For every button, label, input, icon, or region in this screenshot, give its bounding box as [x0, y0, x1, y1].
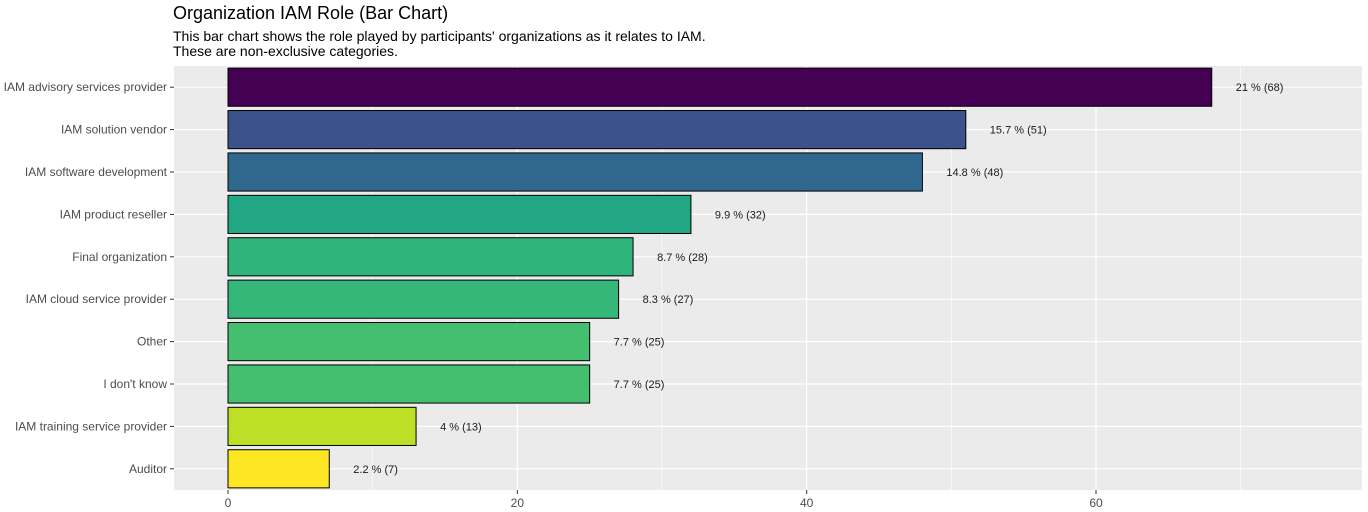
x-tick-label: 40 — [800, 496, 814, 510]
x-tick-label: 0 — [225, 496, 232, 510]
bar — [227, 449, 330, 489]
bar — [227, 194, 692, 234]
data-label: 8.3 % (27) — [643, 294, 694, 306]
chart-title: Organization IAM Role (Bar Chart) — [173, 3, 449, 23]
x-tick-label: 60 — [1089, 496, 1103, 510]
x-tick-label: 20 — [511, 496, 525, 510]
data-label: 15.7 % (51) — [990, 125, 1047, 137]
bar — [227, 237, 634, 277]
category-label: I don't know — [103, 377, 167, 391]
data-label: 9.9 % (32) — [715, 209, 766, 221]
bar — [227, 279, 620, 319]
chart-subtitle: This bar chart shows the role played by … — [173, 29, 706, 59]
subtitle-line-2: These are non-exclusive categories. — [173, 43, 398, 59]
category-label: IAM software development — [25, 165, 168, 179]
category-label: Auditor — [129, 462, 167, 476]
bar — [227, 152, 923, 192]
data-label: 2.2 % (7) — [353, 464, 398, 476]
bar — [227, 110, 967, 150]
category-label: IAM solution vendor — [61, 123, 167, 137]
category-label: IAM product reseller — [60, 207, 167, 221]
data-label: 8.7 % (28) — [657, 252, 708, 264]
bar — [227, 364, 591, 404]
category-label: Final organization — [72, 250, 167, 264]
data-label: 21 % (68) — [1236, 82, 1284, 94]
category-label: IAM advisory services provider — [4, 80, 167, 94]
category-label: IAM training service provider — [15, 419, 167, 433]
subtitle-line-1: This bar chart shows the role played by … — [173, 28, 706, 44]
bar — [227, 67, 1213, 107]
bar — [227, 322, 591, 362]
category-label: IAM cloud service provider — [26, 292, 167, 306]
data-label: 14.8 % (48) — [946, 167, 1003, 179]
category-label: Other — [137, 335, 167, 349]
data-label: 7.7 % (25) — [614, 337, 665, 349]
data-label: 7.7 % (25) — [614, 379, 665, 391]
bar — [227, 406, 417, 446]
data-label: 4 % (13) — [440, 421, 482, 433]
